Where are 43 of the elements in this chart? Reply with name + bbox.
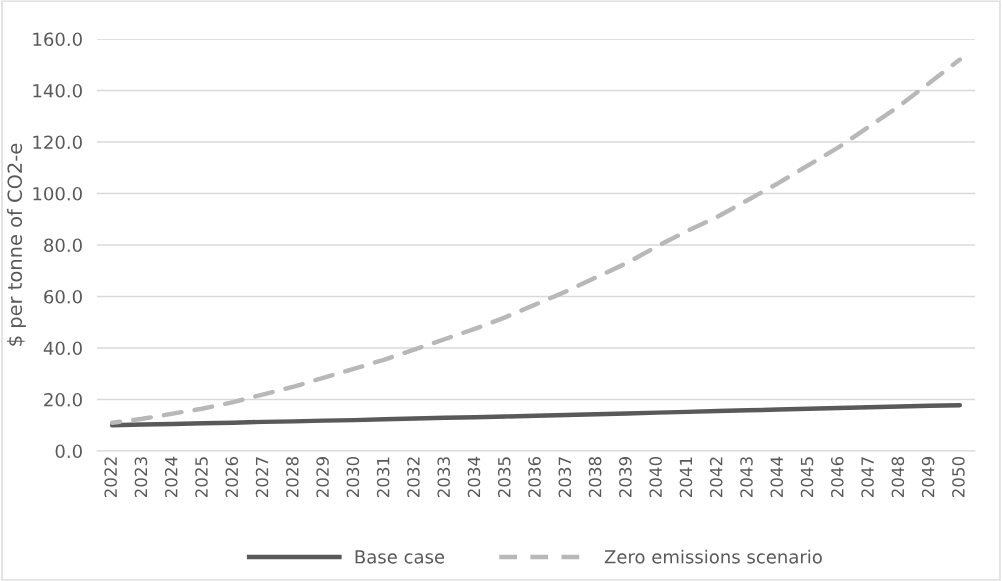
x-tick-label: 2049 [921, 457, 935, 498]
x-tick-label: 2043 [740, 457, 753, 498]
x-tick-label: 2042 [709, 457, 723, 498]
y-tick-label: 80.0 [44, 238, 82, 253]
x-tick-label: 2045 [800, 457, 814, 498]
x-tick-label: 2040 [649, 456, 662, 498]
y-tick-label: 40.0 [43, 341, 82, 356]
y-tick-label: 100.0 [33, 186, 82, 201]
x-tick-label: 2048 [891, 457, 905, 498]
x-tick-label: 2046 [830, 456, 844, 498]
x-tick-label: 2029 [316, 457, 329, 498]
line-series [109, 402, 963, 428]
x-tick-label: 2022 [104, 457, 117, 498]
x-tick-label: 2031 [376, 457, 390, 498]
y-tick-label: 140.0 [33, 83, 82, 98]
y-tick-label: 160.0 [33, 32, 82, 47]
x-tick-label: 2050 [952, 456, 965, 498]
y-tick-label: 0.0 [55, 444, 82, 459]
x-tick-label: 2028 [286, 457, 299, 498]
x-tick-label: 2044 [770, 456, 784, 498]
x-tick-label: 2023 [134, 457, 148, 498]
x-tick-label: 2041 [679, 457, 693, 498]
x-tick-label: 2034 [467, 456, 481, 498]
x-tick-label: 2035 [497, 457, 511, 498]
x-tick-label: 2032 [407, 457, 420, 498]
x-tick-label: 2047 [861, 457, 874, 498]
x-tick-label: 2024 [164, 456, 178, 498]
x-tick-label: 2038 [588, 457, 602, 498]
x-tick-label: 2026 [225, 456, 239, 498]
legend-label: Zero emissions scenario [604, 549, 822, 564]
y-tick-label: 20.0 [44, 392, 82, 407]
y-tick-label: 120.0 [33, 135, 82, 150]
x-tick-label: 2036 [528, 456, 541, 498]
x-tick-label: 2030 [346, 456, 360, 498]
y-tick-label: 60.0 [44, 289, 82, 304]
x-tick-label: 2027 [255, 457, 269, 498]
x-tick-label: 2025 [195, 457, 208, 498]
line-series [109, 57, 963, 425]
y-axis-title: $ per tonne of CO2-e [7, 143, 26, 346]
x-tick-label: 2033 [437, 457, 451, 498]
x-tick-label: 2039 [619, 457, 632, 498]
legend-label: Base case [355, 550, 445, 564]
x-tick-label: 2037 [558, 457, 572, 498]
